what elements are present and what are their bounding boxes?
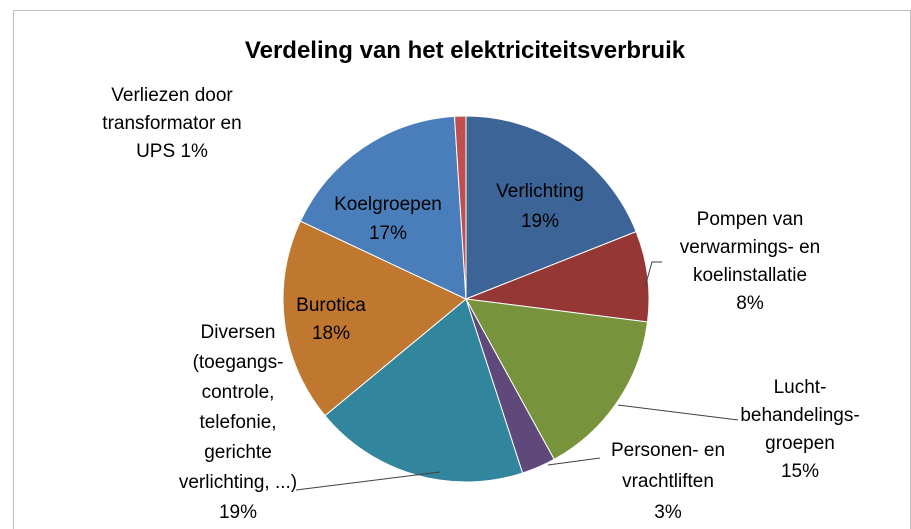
slice-label-line: Verlichting <box>496 181 584 202</box>
value-label: 15% <box>781 461 819 482</box>
slice-label-line: UPS <box>136 141 175 162</box>
pie-slice <box>465 230 650 323</box>
slice-label: Koelgroepen 17% <box>334 194 442 244</box>
pie-slice <box>465 115 637 300</box>
slice-label-line: vrachtliften <box>622 471 714 492</box>
value-label: 3% <box>654 502 682 523</box>
slice-label: Lucht-behandelings-groepen 15% <box>740 377 859 482</box>
pie-slice <box>453 115 467 300</box>
value-label: 1% <box>180 141 208 162</box>
slice-label-line: controle, <box>202 382 275 403</box>
slice-label-line: koelinstallatie <box>693 265 807 286</box>
slice-label: Personen- en vrachtliften 3% <box>611 440 725 523</box>
leader-line <box>644 261 662 288</box>
slice-label-line: Koelgroepen <box>334 194 442 215</box>
slice-label-line: Verliezen door <box>111 85 233 106</box>
value-label: 18% <box>312 323 350 344</box>
value-label: 19% <box>521 211 559 232</box>
slice-label: Burotica 18% <box>296 295 366 344</box>
chart-title: Verdeling van het elektriciteitsverbruik <box>245 37 686 64</box>
slice-label-line: (toegangs- <box>193 352 284 373</box>
slice-label-line: gerichte <box>204 442 272 463</box>
slice-label: Pompen van verwarmings- en koelinstallatie… <box>680 209 820 314</box>
leader-line <box>295 471 441 491</box>
pie-slice <box>299 115 467 300</box>
slice-label-line: Personen- en <box>611 440 725 461</box>
slice-label-line: groepen <box>765 433 835 454</box>
slice-label-line: Lucht- <box>774 377 827 398</box>
leader-line <box>617 404 739 421</box>
slice-label: Verlichting 19% <box>496 181 584 232</box>
slice-label-line: Pompen van <box>697 209 804 230</box>
slice-label-line: verwarmings- en <box>680 237 820 258</box>
leader-line <box>547 457 601 466</box>
pie-slice <box>465 298 649 461</box>
value-label: 8% <box>736 293 764 314</box>
value-label: 17% <box>369 223 407 244</box>
slice-label-line: behandelings- <box>740 405 859 426</box>
slice-label-line: Diversen <box>201 322 276 343</box>
slice-label-line: transformator en <box>102 113 241 134</box>
slice-label-line: telefonie, <box>199 412 276 433</box>
pie-slice <box>282 220 467 417</box>
value-label: 19% <box>219 502 257 523</box>
slice-label: Diversen (toegangs-controle, telefonie, ger… <box>179 322 297 523</box>
slice-label: Verliezen door transformator en UPS 1% <box>102 85 241 162</box>
slice-label-line: Burotica <box>296 295 366 316</box>
slice-label-line: verlichting, ...) <box>179 472 297 493</box>
